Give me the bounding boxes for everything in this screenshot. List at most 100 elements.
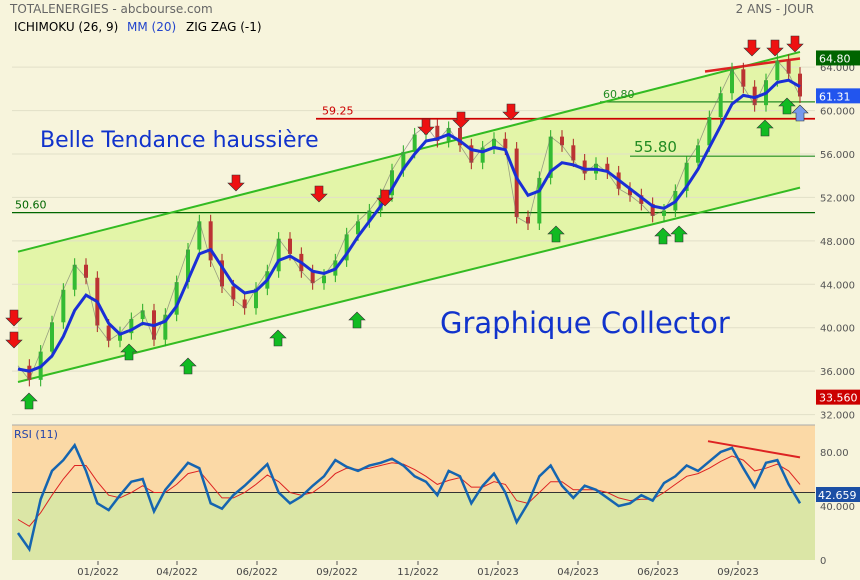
price-candle <box>480 147 485 163</box>
buy-arrow <box>756 119 774 137</box>
buy-arrow <box>120 343 138 361</box>
sell-arrow <box>452 111 470 129</box>
rsi-label: RSI (11) <box>14 428 58 441</box>
x-tick-label: 01/2023 <box>477 567 519 578</box>
rsi-badge-label: 42.659 <box>818 489 857 502</box>
price-badge-label: 61.31 <box>819 90 851 103</box>
rsi-tick-label: 40.000 <box>820 502 855 513</box>
price-candle <box>254 288 258 309</box>
price-candle <box>571 145 576 161</box>
price-badge-label: 64.80 <box>819 52 851 65</box>
price-candle <box>322 275 326 284</box>
price-candle <box>469 145 474 163</box>
price-tick-label: 56.000 <box>820 150 855 161</box>
price-candle <box>548 136 553 178</box>
x-tick-label: 01/2022 <box>77 567 119 578</box>
x-tick-label: 04/2023 <box>557 567 599 578</box>
price-candle <box>276 238 281 272</box>
price-candle <box>118 333 122 341</box>
price-candle <box>140 310 145 320</box>
sell-arrow <box>310 185 328 203</box>
sell-arrow <box>227 174 245 192</box>
x-tick-label: 09/2023 <box>717 567 759 578</box>
buy-arrow <box>20 392 38 410</box>
buy-arrow <box>348 311 366 329</box>
price-candle <box>628 188 632 196</box>
price-candle <box>435 125 440 141</box>
price-candle <box>231 286 236 300</box>
price-candle <box>786 60 791 74</box>
price-candle <box>174 282 179 315</box>
price-badge <box>816 389 860 405</box>
price-tick-label: 44.000 <box>820 280 855 291</box>
trend-annotation: Belle Tendance haussière <box>40 128 319 153</box>
x-tick-label: 06/2023 <box>637 567 679 578</box>
price-candle <box>401 151 406 171</box>
price-candle <box>163 314 168 340</box>
price-tick-label: 40.000 <box>820 324 855 335</box>
price-candle <box>344 234 349 261</box>
sell-arrow <box>5 309 23 327</box>
buy-arrow <box>269 329 287 347</box>
price-candle <box>27 365 32 380</box>
price-candle <box>356 221 360 235</box>
x-tick-label: 04/2022 <box>156 567 198 578</box>
price-tick-label: 60.000 <box>820 107 855 118</box>
price-badge <box>816 50 860 66</box>
price-badge-label: 33.560 <box>819 392 858 405</box>
price-candle <box>106 325 111 341</box>
price-candle <box>560 136 564 146</box>
price-tick-label: 64.000 <box>820 63 855 74</box>
channel-lower-line <box>17 186 801 383</box>
price-candle <box>390 170 394 196</box>
buy-arrow <box>654 227 672 245</box>
x-tick-label: 11/2022 <box>397 567 439 578</box>
mm-label: MM (20) <box>127 20 177 34</box>
level-label: 55.80 <box>634 138 677 156</box>
x-tick-label: 09/2022 <box>316 567 358 578</box>
zigzag-label: ZIG ZAG (-1) <box>186 20 262 34</box>
price-candle <box>367 210 372 222</box>
price-tick-label: 32.000 <box>820 411 855 422</box>
sell-arrow <box>376 189 394 207</box>
price-candle <box>458 127 462 146</box>
price-badge <box>816 88 860 104</box>
ichimoku-label: ICHIMOKU (26, 9) <box>14 20 119 34</box>
price-candle <box>61 289 66 323</box>
price-candle <box>730 69 734 94</box>
price-candle <box>129 319 134 334</box>
sell-arrow <box>766 39 784 57</box>
price-candle <box>582 160 587 174</box>
collector-annotation: Graphique Collector <box>440 306 730 340</box>
price-tick-label: 48.000 <box>820 237 855 248</box>
price-candle <box>696 145 700 163</box>
price-candle <box>72 264 77 290</box>
price-candle <box>537 177 542 224</box>
sell-arrow <box>786 35 804 53</box>
price-candle <box>526 216 530 224</box>
chart-source: TOTALENERGIES - abcbourse.com <box>10 2 213 16</box>
sell-arrow <box>502 103 520 121</box>
rsi-oversold-zone <box>12 492 815 560</box>
buy-arrow <box>670 225 688 243</box>
rsi-badge <box>816 487 860 502</box>
price-candle <box>412 134 417 152</box>
buy-arrow <box>547 225 565 243</box>
x-tick-label: 06/2022 <box>236 567 278 578</box>
buy-arrow <box>778 97 796 115</box>
price-candle <box>605 163 610 173</box>
mm20-line <box>17 78 801 373</box>
price-candle <box>707 117 712 146</box>
price-candle <box>208 221 213 261</box>
price-candle <box>220 260 224 287</box>
sell-arrow <box>5 331 23 349</box>
price-candle <box>684 162 689 191</box>
level-label: 50.60 <box>15 199 47 212</box>
price-candle <box>775 60 780 81</box>
price-candle <box>197 221 202 250</box>
level-label: 59.25 <box>322 105 354 118</box>
resistance-line <box>704 57 801 73</box>
price-candle <box>242 299 247 309</box>
price-candle <box>650 203 655 216</box>
